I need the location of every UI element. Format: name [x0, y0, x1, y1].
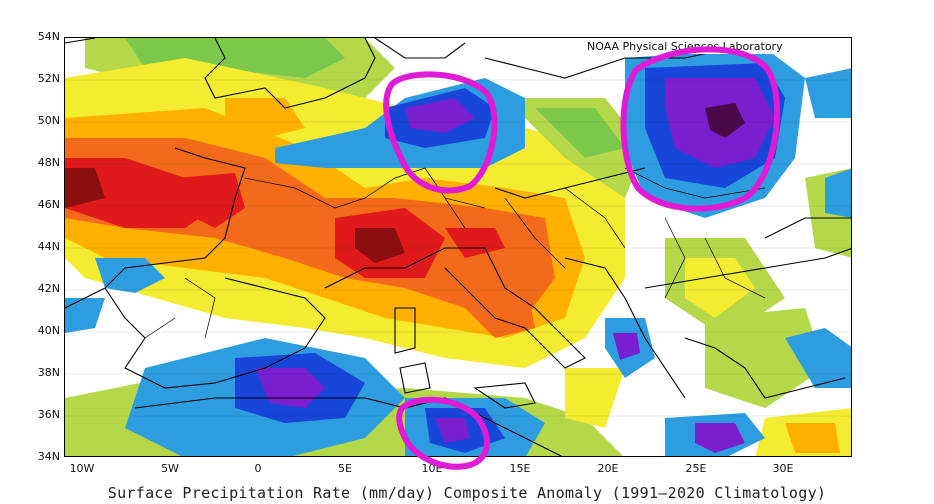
- lon-label: 5E: [338, 462, 352, 475]
- lat-label: 42N: [37, 282, 60, 295]
- map-plot[interactable]: [64, 37, 852, 457]
- lat-label: 36N: [37, 408, 60, 421]
- lat-label: 50N: [37, 114, 60, 127]
- lat-label: 54N: [37, 30, 60, 43]
- lon-label: 30E: [772, 462, 794, 475]
- wet-moderate-anomaly-area: [825, 168, 851, 218]
- data-credit: NOAA Physical Sciences Laboratory: [584, 39, 786, 54]
- lat-label: 52N: [37, 72, 60, 85]
- lon-label: 10W: [69, 462, 95, 475]
- lat-label: 44N: [37, 240, 60, 253]
- wet-weak-anomaly-area: [705, 308, 825, 408]
- dry-light-anomaly-area: [785, 423, 840, 453]
- wet-moderate-anomaly-area: [785, 328, 851, 388]
- dry-anomaly-area: [175, 173, 245, 228]
- coastlines: [65, 38, 851, 456]
- dry-weak-anomaly-area: [565, 368, 625, 428]
- dry-strong-anomaly-area: [65, 168, 105, 208]
- dry-moderate-anomaly-area: [465, 268, 535, 338]
- wet-strong-anomaly-area: [613, 333, 640, 360]
- figure-caption: Surface Precipitation Rate (mm/day) Comp…: [107, 484, 827, 502]
- wet-moderate-anomaly-area: [805, 68, 851, 118]
- lat-label: 48N: [37, 156, 60, 169]
- dry-strong-anomaly-area: [355, 228, 405, 263]
- wet-moderate-anomaly-area: [95, 258, 165, 293]
- lon-label: 20E: [597, 462, 619, 475]
- lat-label: 40N: [37, 324, 60, 337]
- lon-label: 5W: [161, 462, 179, 475]
- lat-label: 38N: [37, 366, 60, 379]
- lat-label: 46N: [37, 198, 60, 211]
- wet-moderate-anomaly-area: [65, 298, 105, 333]
- lon-label: 10E: [421, 462, 443, 475]
- lon-label: 0: [254, 462, 262, 475]
- dry-anomaly-area: [65, 158, 215, 228]
- dry-anomaly-area: [445, 228, 505, 258]
- wet-light-anomaly-area: [535, 108, 625, 158]
- anomaly-map-svg: [65, 38, 851, 456]
- lon-label: 25E: [685, 462, 707, 475]
- lat-label: 34N: [37, 450, 60, 463]
- wet-strong-anomaly-area: [695, 423, 745, 453]
- lon-label: 15E: [509, 462, 531, 475]
